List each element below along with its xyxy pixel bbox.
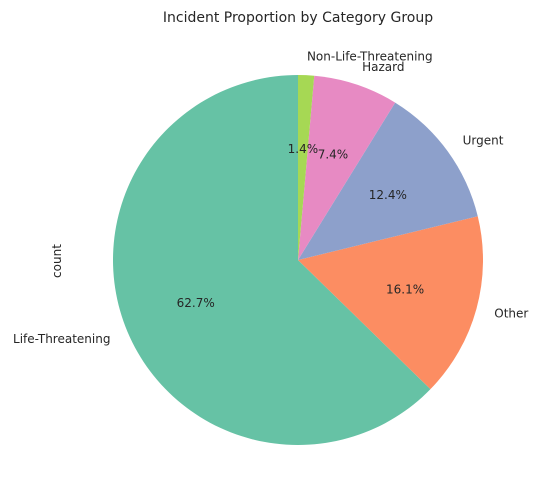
pie-slices [113,75,483,445]
slice-label-other: Other [494,307,528,321]
pct-label-non-life-threatening: 1.4% [288,142,319,156]
chart-title: Incident Proportion by Category Group [163,10,433,26]
pct-label-hazard: 7.4% [318,148,349,162]
pct-label-urgent: 12.4% [369,188,407,202]
pie-slice-hazard [298,75,396,260]
pie-slice-life-threatening [113,75,431,445]
pie-slice-non-life-threatening [298,75,315,260]
pct-label-other: 16.1% [386,282,424,296]
pie-slice-urgent [298,102,478,260]
slice-label-hazard: Hazard [362,60,404,74]
slice-label-urgent: Urgent [463,133,504,147]
pie-slice-other [298,216,483,390]
slice-label-life-threatening: Life-Threatening [13,332,110,346]
pie-labels: 62.7% Life-Threatening 16.1% Other 12.4% Urge… [13,50,528,346]
slice-label-non-life-threatening: Non-Life-Threatening [307,50,433,64]
pct-label-life-threatening: 62.7% [177,296,215,310]
y-axis-label: count [50,244,64,278]
